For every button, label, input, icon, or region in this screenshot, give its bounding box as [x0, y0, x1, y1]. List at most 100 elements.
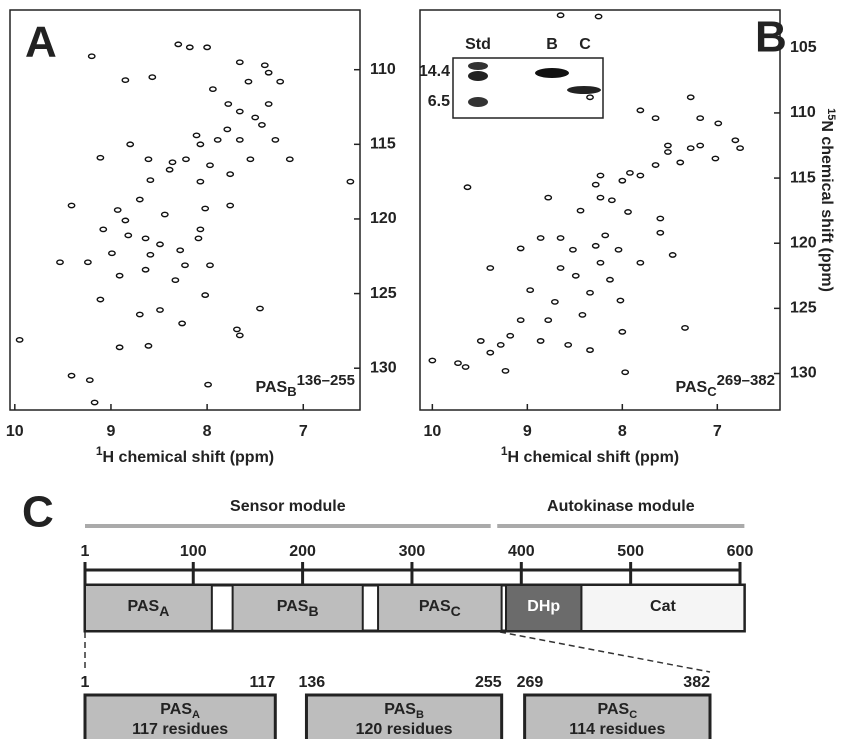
- peak: [108, 250, 116, 257]
- y-tick-label: 130: [790, 365, 817, 382]
- domain-sub: C: [451, 603, 461, 619]
- peak: [591, 242, 600, 249]
- domain-name: PAS: [419, 598, 451, 615]
- peak: [258, 122, 266, 128]
- domain-sub: C: [629, 709, 637, 721]
- peak: [201, 292, 210, 298]
- peak: [664, 142, 672, 149]
- peak: [618, 328, 627, 335]
- domain-label: PASC: [419, 598, 461, 618]
- marker-label: 14.4: [419, 63, 450, 80]
- start-label: 1: [81, 674, 90, 691]
- start-label: 269: [517, 674, 544, 691]
- peak: [276, 78, 285, 85]
- peak: [121, 217, 130, 224]
- x-tick-label: 500: [617, 543, 644, 560]
- peak: [496, 341, 505, 348]
- peak: [256, 305, 264, 312]
- peak: [586, 347, 594, 353]
- peak: [206, 262, 214, 269]
- peak: [636, 172, 645, 179]
- peak: [233, 326, 241, 333]
- peak: [681, 325, 689, 331]
- domain-label: DHp: [527, 598, 560, 615]
- peak: [208, 86, 217, 93]
- x-tick-label: 10: [6, 423, 24, 440]
- peak: [226, 202, 235, 209]
- annotation-sup: 136–255: [297, 372, 355, 389]
- domain-label: PASC: [597, 701, 637, 721]
- peak: [251, 114, 260, 121]
- panel-label: B: [755, 13, 787, 62]
- peak: [526, 287, 535, 294]
- peak: [204, 381, 212, 388]
- peak: [121, 77, 130, 84]
- peak: [711, 155, 720, 162]
- domain-sub: B: [416, 709, 424, 721]
- x-label: H chemical shift (ppm): [103, 449, 275, 466]
- peak: [618, 177, 627, 184]
- peak: [56, 259, 64, 266]
- peak: [244, 78, 253, 85]
- peak: [185, 44, 194, 51]
- plot-frame: [9, 9, 361, 411]
- peak: [135, 196, 144, 203]
- peak: [591, 181, 600, 188]
- y-axis-label: 15N chemical shift (ppm): [818, 108, 837, 292]
- peak: [144, 156, 153, 163]
- y-label: N chemical shift (ppm): [818, 120, 835, 292]
- peak: [461, 364, 470, 370]
- peak: [196, 141, 205, 148]
- y-tick-label: 115: [370, 136, 396, 153]
- domain-name: PAS: [128, 598, 160, 615]
- annotation: PASB136–255: [255, 372, 355, 399]
- peak: [651, 162, 660, 168]
- peak: [668, 252, 677, 258]
- peak: [476, 338, 485, 344]
- annotation-text: PAS: [675, 379, 707, 396]
- peak: [223, 126, 232, 133]
- peak: [87, 53, 96, 60]
- domain-name: PAS: [597, 701, 629, 718]
- peak: [696, 142, 705, 149]
- peak: [226, 171, 235, 178]
- peak: [90, 399, 99, 406]
- domain-label: Cat: [650, 598, 676, 615]
- peak: [285, 156, 294, 163]
- lane-label: Std: [465, 36, 491, 53]
- length-label: 114 residues: [569, 721, 665, 738]
- peak: [160, 211, 169, 218]
- peak: [596, 259, 605, 266]
- peak: [696, 115, 705, 122]
- x-label-sup: 1: [501, 444, 508, 458]
- y-tick-label: 125: [370, 285, 397, 302]
- peak: [113, 207, 122, 213]
- x-tick-label: 200: [289, 543, 316, 560]
- peak: [594, 13, 603, 20]
- x-tick-label: 1: [81, 543, 90, 560]
- peak: [624, 209, 632, 215]
- peak: [636, 259, 645, 266]
- peak: [596, 172, 605, 179]
- y-tick-label: 115: [790, 169, 816, 186]
- zoom-line: [499, 631, 711, 673]
- y-tick-label: 105: [790, 39, 817, 56]
- peak: [616, 297, 625, 304]
- x-tick-label: 8: [203, 423, 212, 440]
- peak: [556, 265, 565, 271]
- domain-name: PAS: [384, 701, 416, 718]
- peak: [213, 136, 222, 143]
- peak: [571, 272, 580, 279]
- x-tick-label: 100: [180, 543, 207, 560]
- annotation-sub: B: [287, 384, 296, 399]
- domain: [377, 584, 503, 632]
- peak: [171, 277, 180, 284]
- peak: [736, 145, 745, 152]
- peak: [141, 235, 150, 242]
- peak: [564, 341, 573, 348]
- length-label: 120 residues: [356, 721, 453, 738]
- peak: [506, 332, 515, 339]
- peak: [165, 166, 174, 173]
- peak: [536, 338, 545, 344]
- y-tick-label: 125: [790, 300, 817, 317]
